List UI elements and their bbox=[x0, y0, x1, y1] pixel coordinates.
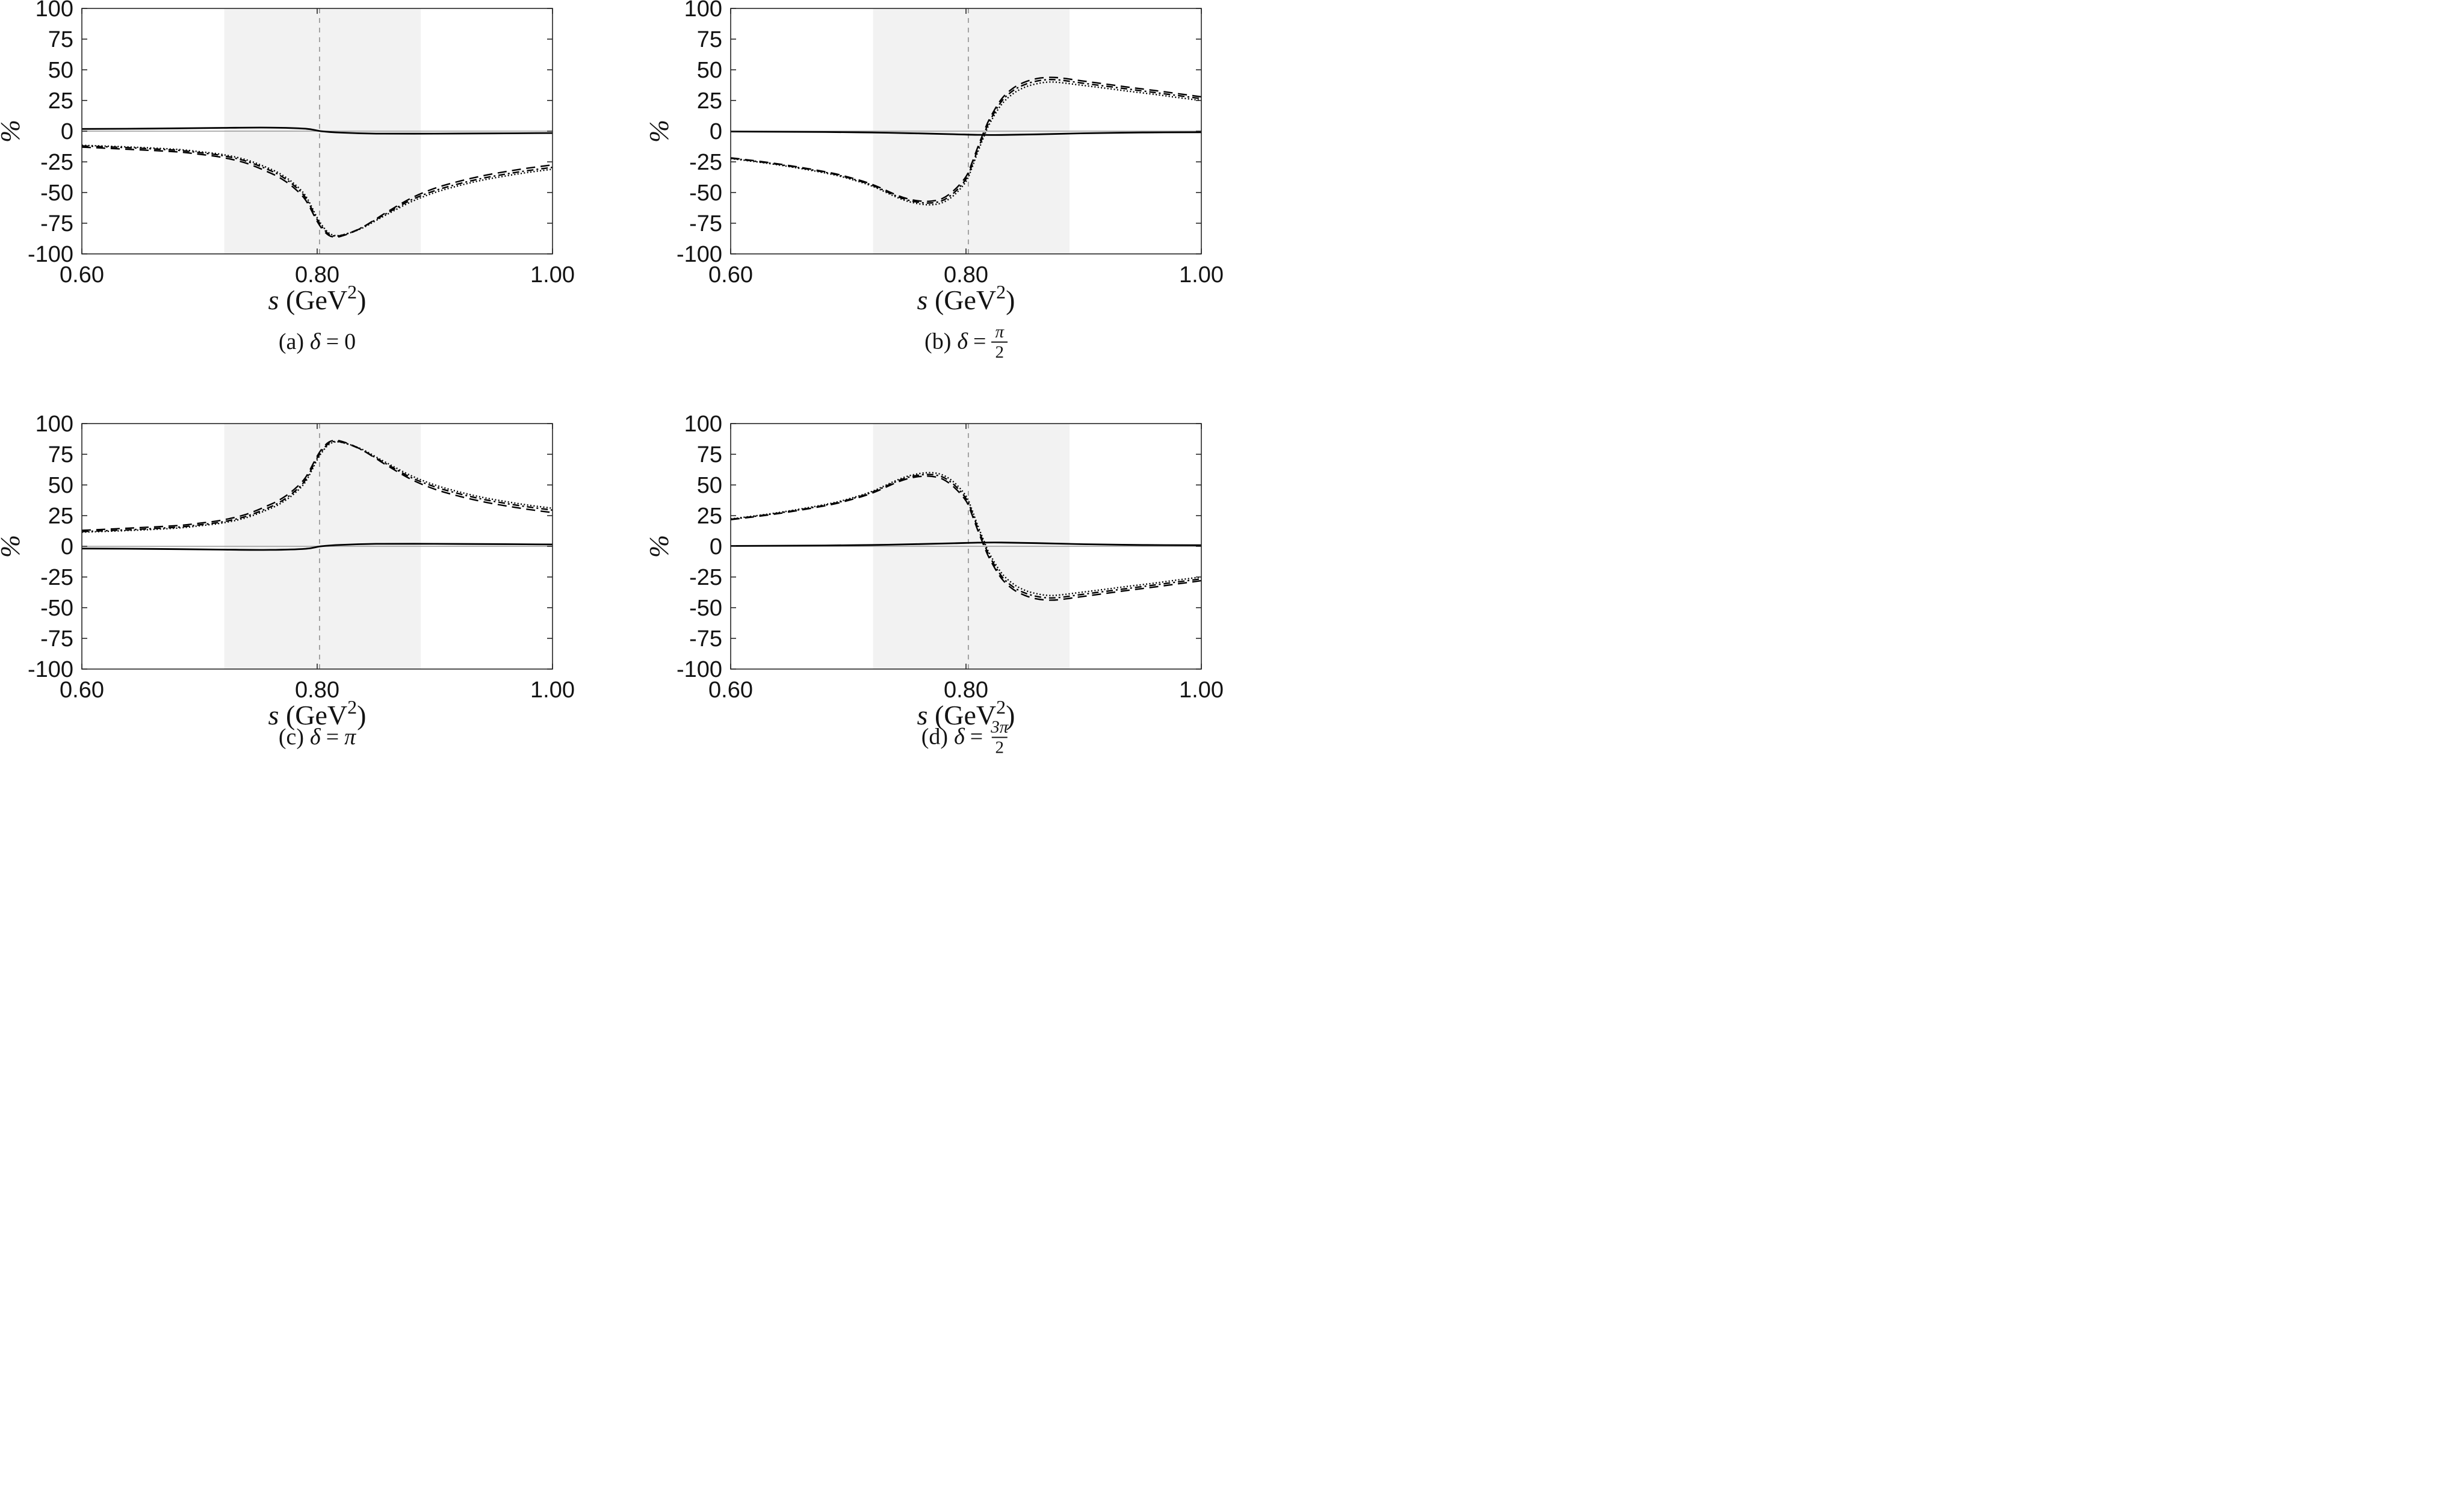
caption-eq: = bbox=[973, 329, 986, 354]
y-tick-label: 0 bbox=[710, 119, 722, 144]
caption-eq: = bbox=[326, 329, 339, 354]
fraction-numerator: π bbox=[995, 322, 1004, 342]
curve-dash-dot bbox=[730, 78, 1202, 204]
x-tick-label: 0.80 bbox=[295, 677, 339, 703]
caption-value: π bbox=[344, 724, 356, 750]
y-tick-label: 25 bbox=[48, 504, 73, 529]
y-tick-label: -25 bbox=[689, 565, 722, 590]
caption-fraction: 3π 2 bbox=[988, 718, 1011, 756]
caption-value: 0 bbox=[344, 329, 356, 354]
y-tick-label: 100 bbox=[684, 412, 722, 437]
y-tick-label: 75 bbox=[48, 27, 73, 52]
caption-prefix: (b) bbox=[924, 329, 952, 354]
y-tick-label: -100 bbox=[677, 657, 722, 682]
x-tick-label: 0.60 bbox=[708, 262, 753, 288]
y-tick-label: 50 bbox=[697, 473, 722, 498]
caption-prefix: (c) bbox=[278, 724, 305, 750]
x-axis-label: s (GeV2) bbox=[268, 696, 367, 730]
x-tick-label: 0.80 bbox=[295, 262, 339, 288]
y-tick-label: 0 bbox=[710, 534, 722, 560]
y-axis-label: % bbox=[643, 535, 674, 558]
caption-eq: = bbox=[326, 724, 339, 750]
x-axis-label: s (GeV2) bbox=[917, 696, 1015, 730]
y-tick-label: -25 bbox=[40, 565, 73, 590]
y-axis-label: % bbox=[0, 120, 25, 143]
y-tick-label: -100 bbox=[677, 242, 722, 267]
caption-symbol: δ bbox=[310, 724, 321, 750]
panel-caption-c: (c) δ = π bbox=[279, 724, 356, 750]
curve-solid bbox=[81, 126, 553, 135]
y-tick-label: 25 bbox=[697, 88, 722, 114]
y-tick-label: -50 bbox=[40, 181, 73, 206]
y-tick-label: 0 bbox=[61, 534, 73, 560]
y-tick-label: -75 bbox=[40, 211, 73, 236]
y-axis-label: % bbox=[0, 535, 25, 558]
x-tick-label: 1.00 bbox=[1179, 677, 1223, 703]
fraction-numerator: 3π bbox=[991, 717, 1009, 737]
x-axis-label: s (GeV2) bbox=[268, 281, 367, 315]
x-tick-label: 0.80 bbox=[944, 677, 988, 703]
caption-symbol: δ bbox=[957, 329, 968, 354]
x-tick-label: 0.60 bbox=[60, 262, 104, 288]
caption-eq: = bbox=[970, 724, 983, 750]
y-tick-label: 75 bbox=[697, 442, 722, 467]
y-tick-label: 50 bbox=[48, 58, 73, 83]
curve-dashed bbox=[730, 475, 1202, 601]
y-tick-label: 75 bbox=[48, 442, 73, 467]
y-tick-label: 75 bbox=[697, 27, 722, 52]
curve-dash-dot bbox=[730, 474, 1202, 599]
y-tick-label: -50 bbox=[689, 596, 722, 621]
curve-solid bbox=[730, 542, 1202, 547]
curve-dashed bbox=[81, 146, 553, 238]
caption-symbol: δ bbox=[310, 329, 321, 354]
x-tick-label: 1.00 bbox=[530, 677, 575, 703]
panel-caption-b: (b) δ = π 2 bbox=[924, 322, 1008, 362]
y-tick-label: 25 bbox=[48, 88, 73, 114]
x-tick-label: 1.00 bbox=[1179, 262, 1223, 288]
y-tick-label: -100 bbox=[28, 657, 73, 682]
fraction-denominator: 2 bbox=[991, 737, 1008, 756]
panel-caption-a: (a) δ = 0 bbox=[279, 329, 356, 355]
curve-dashed bbox=[730, 76, 1202, 202]
x-tick-label: 0.60 bbox=[708, 677, 753, 703]
y-tick-label: 0 bbox=[61, 119, 73, 144]
x-tick-label: 0.80 bbox=[944, 262, 988, 288]
y-tick-label: 100 bbox=[36, 412, 73, 437]
y-tick-label: 50 bbox=[48, 473, 73, 498]
caption-symbol: δ bbox=[954, 724, 965, 750]
y-tick-label: 100 bbox=[684, 0, 722, 22]
x-axis-label: s (GeV2) bbox=[917, 281, 1015, 315]
curve-solid bbox=[81, 543, 553, 551]
caption-prefix: (a) bbox=[278, 329, 305, 354]
curve-solid bbox=[730, 131, 1202, 136]
x-tick-label: 1.00 bbox=[530, 262, 575, 288]
y-tick-label: -75 bbox=[40, 626, 73, 652]
y-tick-label: -25 bbox=[40, 150, 73, 175]
curve-dashed bbox=[81, 439, 553, 531]
y-tick-label: -75 bbox=[689, 211, 722, 236]
x-tick-label: 0.60 bbox=[60, 677, 104, 703]
y-tick-label: 25 bbox=[697, 504, 722, 529]
y-tick-label: 50 bbox=[697, 58, 722, 83]
y-axis-label: % bbox=[643, 120, 674, 143]
fraction-denominator: 2 bbox=[991, 342, 1008, 362]
y-tick-label: -25 bbox=[689, 150, 722, 175]
panel-caption-d: (d) δ = 3π 2 bbox=[921, 718, 1011, 756]
caption-prefix: (d) bbox=[921, 724, 949, 750]
y-tick-label: -100 bbox=[28, 242, 73, 267]
y-tick-label: -50 bbox=[689, 181, 722, 206]
y-tick-label: -50 bbox=[40, 596, 73, 621]
y-tick-label: 100 bbox=[36, 0, 73, 22]
y-tick-label: -75 bbox=[689, 626, 722, 652]
